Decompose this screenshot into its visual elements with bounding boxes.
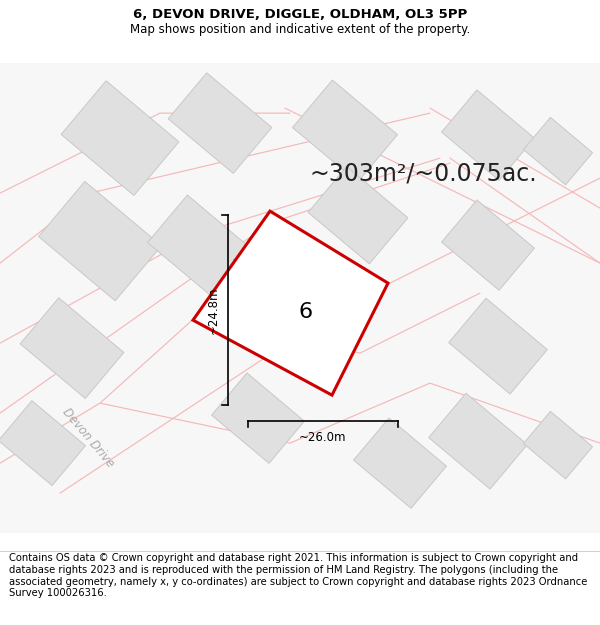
Polygon shape (442, 90, 535, 180)
Text: ~303m²/~0.075ac.: ~303m²/~0.075ac. (310, 161, 538, 185)
Polygon shape (293, 80, 397, 182)
Polygon shape (449, 298, 547, 394)
Polygon shape (168, 73, 272, 173)
Text: Map shows position and indicative extent of the property.: Map shows position and indicative extent… (130, 23, 470, 36)
Text: Devon Drive: Devon Drive (59, 406, 116, 470)
Polygon shape (212, 373, 304, 463)
Text: ~24.8m: ~24.8m (207, 286, 220, 334)
Text: ~26.0m: ~26.0m (299, 431, 347, 444)
Polygon shape (193, 211, 388, 395)
Polygon shape (308, 166, 408, 264)
Polygon shape (61, 81, 179, 196)
Polygon shape (0, 401, 86, 486)
Polygon shape (353, 418, 446, 508)
Text: 6: 6 (299, 302, 313, 322)
Polygon shape (429, 393, 527, 489)
Text: Devon Drive: Devon Drive (230, 253, 286, 318)
Polygon shape (442, 200, 535, 290)
Polygon shape (148, 195, 253, 298)
Polygon shape (20, 298, 124, 398)
Text: 6, DEVON DRIVE, DIGGLE, OLDHAM, OL3 5PP: 6, DEVON DRIVE, DIGGLE, OLDHAM, OL3 5PP (133, 8, 467, 21)
Polygon shape (523, 411, 593, 479)
Text: Contains OS data © Crown copyright and database right 2021. This information is : Contains OS data © Crown copyright and d… (9, 554, 587, 598)
Polygon shape (523, 118, 593, 185)
Polygon shape (38, 181, 161, 301)
